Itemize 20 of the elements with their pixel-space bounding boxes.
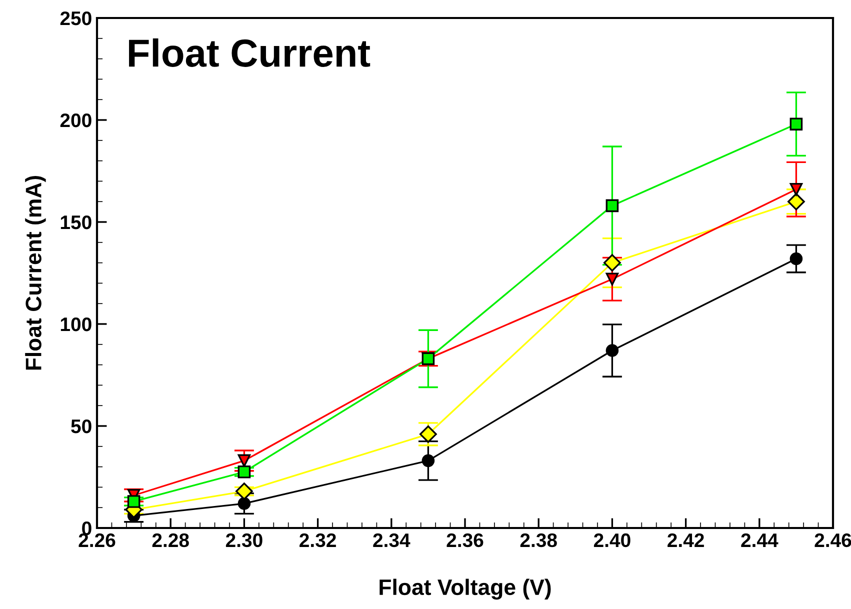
y-tick-label: 250 bbox=[60, 11, 92, 26]
x-tick-label: 2.30 bbox=[226, 533, 262, 548]
chart-title: Float Current bbox=[129, 38, 370, 67]
x-tick-label: 2.32 bbox=[300, 533, 336, 548]
x-tick-label: 2.36 bbox=[446, 533, 484, 548]
x-tick-label: 2.34 bbox=[373, 533, 410, 548]
x-tick-label: 2.42 bbox=[668, 533, 704, 547]
y-tick-label: 100 bbox=[60, 317, 92, 332]
y-tick-label: 200 bbox=[60, 113, 92, 128]
x-tick-label: 2.44 bbox=[741, 533, 778, 547]
y-tick-label: 150 bbox=[60, 215, 92, 230]
x-tick-label: 2.40 bbox=[594, 533, 630, 548]
x-tick-label: 2.26 bbox=[78, 533, 116, 548]
y-tick-label: 0 bbox=[82, 521, 92, 536]
x-tick-label: 2.28 bbox=[152, 533, 189, 548]
x-tick-label: 2.38 bbox=[520, 533, 557, 548]
x-axis-title: Float Voltage (V) bbox=[380, 578, 551, 600]
y-tick-label: 50 bbox=[71, 419, 92, 434]
y-axis-title: Float Current (mA) bbox=[25, 176, 46, 370]
x-tick-label: 2.46 bbox=[814, 533, 851, 548]
